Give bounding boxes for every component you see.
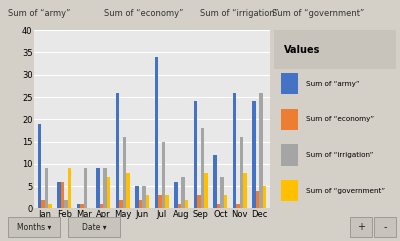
Bar — [178, 204, 181, 208]
Bar — [77, 204, 80, 208]
Bar — [80, 204, 84, 208]
Bar — [45, 168, 48, 208]
Bar — [256, 191, 259, 208]
Bar — [374, 217, 396, 237]
Text: -: - — [383, 222, 387, 232]
Bar — [174, 182, 178, 208]
Bar — [119, 200, 123, 208]
Bar — [48, 204, 52, 208]
Bar — [146, 195, 149, 208]
Bar — [126, 173, 130, 208]
Bar — [185, 200, 188, 208]
Bar — [220, 177, 224, 208]
Bar — [100, 204, 103, 208]
Bar — [236, 204, 240, 208]
Text: Sum of “government”: Sum of “government” — [306, 188, 385, 194]
Bar — [8, 217, 60, 237]
Bar — [162, 142, 165, 208]
Bar — [107, 177, 110, 208]
Bar — [274, 30, 396, 69]
Bar — [224, 195, 227, 208]
Bar — [252, 101, 256, 208]
Bar — [217, 204, 220, 208]
Bar — [64, 200, 68, 208]
Bar — [135, 186, 139, 208]
Bar — [103, 168, 107, 208]
Text: Sum of “government”: Sum of “government” — [272, 9, 364, 18]
Bar — [181, 177, 185, 208]
Bar — [57, 182, 61, 208]
Text: Sum of “army”: Sum of “army” — [8, 9, 70, 18]
Bar — [165, 195, 169, 208]
Bar — [233, 93, 236, 208]
Text: Sum of “irrigation”: Sum of “irrigation” — [306, 152, 373, 158]
Bar — [116, 93, 119, 208]
Bar — [263, 186, 266, 208]
Bar — [158, 195, 162, 208]
Bar — [281, 144, 298, 166]
Text: Values: Values — [284, 45, 320, 55]
Bar — [213, 155, 217, 208]
Bar — [68, 217, 120, 237]
Text: Sum of “economy”: Sum of “economy” — [306, 116, 374, 122]
Bar — [281, 109, 298, 130]
Bar — [142, 186, 146, 208]
Bar — [61, 182, 64, 208]
Text: Sum of “army”: Sum of “army” — [306, 81, 359, 87]
Bar — [259, 93, 263, 208]
Bar — [240, 137, 243, 208]
Text: Date ▾: Date ▾ — [82, 223, 106, 232]
Bar — [84, 168, 87, 208]
Bar — [197, 195, 201, 208]
Bar — [201, 128, 204, 208]
Bar — [155, 57, 158, 208]
Bar — [96, 168, 100, 208]
Bar — [243, 173, 247, 208]
Text: Sum of “irrigation”: Sum of “irrigation” — [200, 9, 278, 18]
Bar — [41, 200, 45, 208]
Bar — [281, 73, 298, 94]
Bar — [281, 180, 298, 201]
Text: +: + — [357, 222, 365, 232]
Bar — [139, 200, 142, 208]
Text: Sum of “economy”: Sum of “economy” — [104, 9, 183, 18]
Bar — [123, 137, 126, 208]
Bar — [194, 101, 197, 208]
Bar — [68, 168, 71, 208]
Bar — [204, 173, 208, 208]
Bar — [350, 217, 372, 237]
Bar — [38, 124, 41, 208]
Text: Months ▾: Months ▾ — [17, 223, 51, 232]
